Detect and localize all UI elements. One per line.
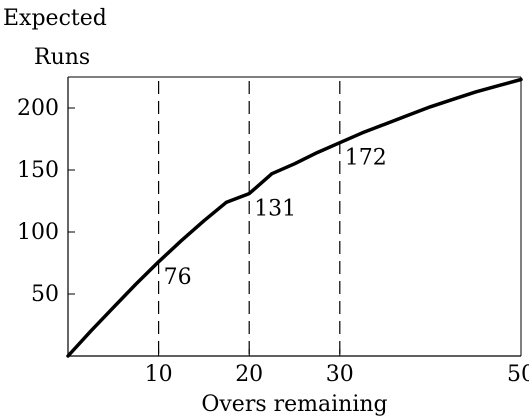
x-tick-label: 30 <box>326 362 354 387</box>
y-axis-title-line-1: Expected <box>3 6 107 31</box>
y-tick-label: 50 <box>31 282 59 307</box>
expected-runs-curve <box>66 77 523 358</box>
y-tick-label: 150 <box>17 158 59 183</box>
value-label-172: 172 <box>345 146 387 171</box>
labels: Expected Runs Overs remaining 76 131 172 <box>3 6 388 416</box>
series <box>66 77 523 358</box>
y-tick-label: 100 <box>17 220 59 245</box>
value-label-76: 76 <box>164 265 192 290</box>
x-tick-label: 50 <box>507 362 529 387</box>
value-label-131: 131 <box>254 197 296 222</box>
axes: 10 20 30 50 50 100 150 200 <box>17 76 529 387</box>
reference-lines <box>158 81 341 356</box>
x-tick-label: 20 <box>235 362 263 387</box>
y-axis-title-line-2: Runs <box>34 45 90 70</box>
x-axis-title: Overs remaining <box>201 392 387 416</box>
x-tick-label: 10 <box>145 362 173 387</box>
y-tick-label: 200 <box>17 96 59 121</box>
